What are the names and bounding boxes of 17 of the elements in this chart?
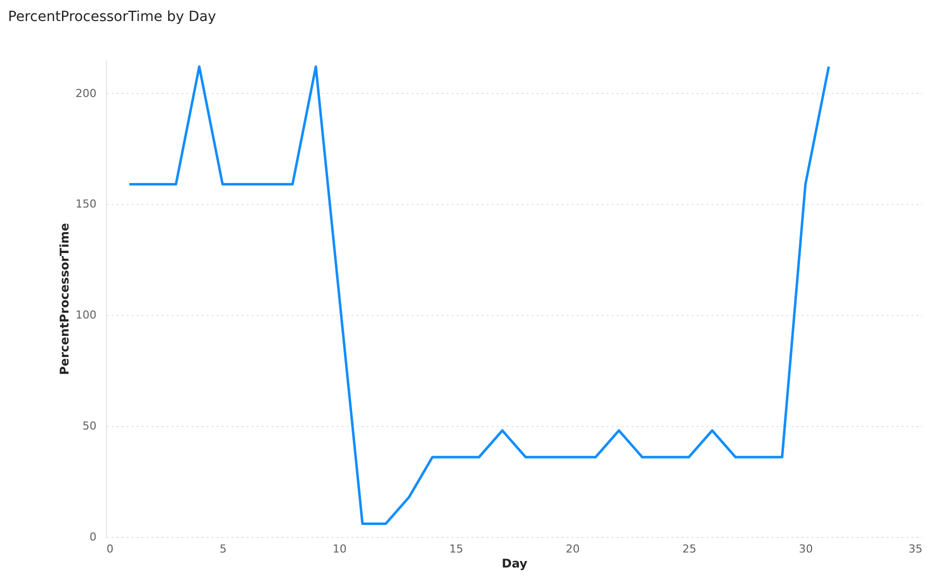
x-tick-label: 15 bbox=[449, 542, 464, 556]
y-tick-label: 100 bbox=[76, 308, 96, 322]
chart-title: PercentProcessorTime by Day bbox=[8, 9, 216, 25]
y-tick-label: 200 bbox=[76, 86, 96, 100]
x-tick-label: 10 bbox=[332, 542, 347, 556]
y-tick-label: 0 bbox=[90, 530, 96, 544]
x-tick-label: 5 bbox=[220, 542, 227, 556]
x-tick-label: 30 bbox=[798, 542, 813, 556]
x-axis-title: Day bbox=[502, 556, 528, 570]
x-tick-label: 0 bbox=[106, 542, 114, 556]
y-tick-label: 150 bbox=[76, 198, 96, 211]
y-tick-label: 50 bbox=[82, 420, 96, 433]
line-series bbox=[128, 65, 830, 525]
x-tick-label: 35 bbox=[908, 542, 922, 556]
x-tick-label: 20 bbox=[566, 542, 580, 556]
y-axis-title: PercentProcessorTime bbox=[58, 223, 72, 375]
x-tick-label: 25 bbox=[682, 542, 696, 556]
